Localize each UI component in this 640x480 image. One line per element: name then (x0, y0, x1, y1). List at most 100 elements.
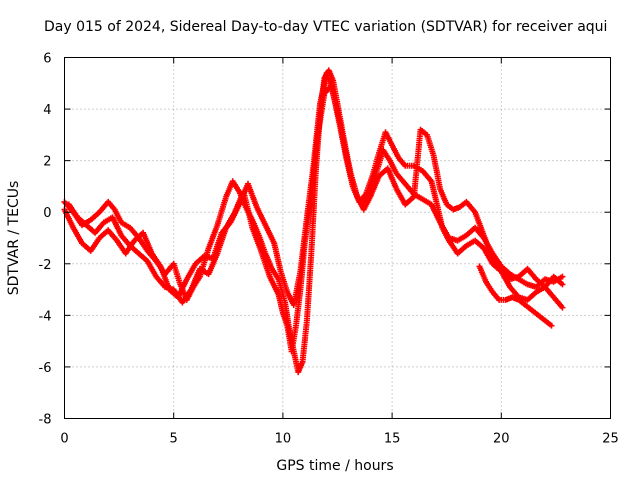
data-point-cluster (87, 210, 101, 223)
y-tick-label: -4 (39, 309, 52, 324)
data-point-cluster (489, 289, 501, 302)
data-point-cluster (295, 360, 305, 376)
y-tick-label: 4 (43, 103, 51, 118)
y-tick-label: -8 (39, 413, 52, 428)
data-point-cluster (297, 242, 308, 293)
data-point-cluster (498, 265, 512, 281)
data-point-cluster (253, 204, 268, 227)
data-point-cluster (341, 142, 354, 175)
data-point-cluster (327, 82, 340, 113)
data-point-cluster (249, 224, 264, 252)
data-point (559, 304, 566, 311)
series-sat-c (65, 82, 566, 355)
data-point-cluster (303, 252, 315, 324)
data-point-cluster (369, 152, 382, 180)
data-point-cluster (111, 206, 124, 224)
data-point-cluster (205, 252, 220, 278)
data-series (61, 67, 566, 376)
data-point (548, 322, 555, 329)
data-point-cluster (367, 175, 382, 200)
data-point-cluster (140, 229, 155, 255)
data-point-cluster (535, 312, 547, 323)
data-point-cluster (214, 226, 229, 257)
data-point-cluster (472, 237, 486, 250)
data-point-cluster (542, 317, 553, 328)
data-point-cluster (205, 224, 220, 252)
data-point-cluster (92, 221, 106, 236)
data-point-cluster (105, 198, 117, 212)
x-tick-label: 15 (384, 432, 401, 447)
data-point-cluster (528, 307, 540, 318)
data-point-cluster (127, 242, 141, 256)
data-point-cluster (196, 265, 210, 277)
data-point-cluster (480, 232, 495, 260)
data-point-cluster (463, 238, 477, 249)
data-point-cluster (419, 196, 433, 207)
data-point-cluster (522, 302, 534, 312)
data-point-cluster (430, 152, 443, 190)
y-tick-label: 2 (43, 155, 51, 170)
data-point-cluster (70, 224, 84, 245)
data-point-cluster (118, 232, 132, 248)
series-sat-d (476, 263, 555, 329)
data-point-cluster (135, 250, 149, 263)
data-point-cluster (386, 157, 399, 175)
data-point-cluster (402, 195, 416, 208)
data-point-cluster (105, 227, 119, 243)
x-axis-title: GPS time / hours (276, 458, 393, 474)
data-point-cluster (170, 260, 183, 286)
plot-frame (64, 57, 611, 419)
data-point-cluster (524, 265, 538, 281)
data-point-cluster (507, 284, 521, 299)
data-point-cluster (382, 129, 395, 147)
y-tick-label: -6 (39, 361, 52, 376)
data-point-cluster (376, 131, 388, 156)
data-point-cluster (384, 165, 399, 191)
axis-ticks: 0 5 10 15 20 25 -8 -6 -4 -2 0 2 4 6 (39, 52, 619, 447)
data-point-cluster (269, 265, 281, 281)
data-point-cluster (271, 240, 284, 273)
y-tick-label: 6 (43, 52, 51, 67)
data-point-cluster (454, 233, 468, 244)
x-tick-label: 20 (493, 432, 510, 447)
y-tick-label: -2 (39, 258, 52, 273)
data-point-cluster (524, 290, 538, 303)
data-point-cluster (290, 270, 303, 308)
data-point-cluster (550, 273, 564, 287)
data-point-cluster (65, 201, 80, 219)
data-point-cluster (188, 267, 203, 293)
data-point-cluster (443, 201, 455, 212)
data-point-cluster (301, 195, 314, 247)
data-point-cluster (258, 247, 273, 278)
data-point-cluster (148, 250, 163, 268)
data-point-cluster (417, 126, 429, 137)
data-point-cluster (550, 294, 565, 310)
x-tick-label: 10 (275, 432, 292, 447)
data-point-cluster (74, 214, 88, 227)
x-tick-label: 25 (602, 432, 619, 447)
data-point-cluster (393, 170, 407, 186)
x-tick-label: 0 (60, 432, 68, 447)
data-point-cluster (179, 288, 194, 306)
data-point-cluster (240, 188, 255, 229)
data-point-cluster (334, 108, 347, 147)
data-point-cluster (439, 224, 451, 242)
data-point (559, 281, 566, 288)
data-point-cluster (347, 170, 360, 198)
data-point-cluster (308, 134, 321, 200)
data-point-cluster (472, 209, 487, 237)
data-point-cluster (293, 288, 304, 329)
data-point-cluster (229, 178, 242, 193)
data-point-cluster (410, 128, 424, 200)
series-sat-a (61, 67, 566, 376)
data-point-cluster (214, 195, 229, 229)
data-point-cluster (87, 236, 102, 254)
data-point-cluster (245, 180, 259, 209)
y-axis-title: SDTVAR / TECUs (6, 181, 22, 296)
data-point-cluster (299, 319, 310, 365)
data-point-cluster (262, 222, 277, 245)
data-point-cluster (437, 186, 449, 206)
data-point-cluster (380, 147, 392, 162)
data-point-cluster (428, 178, 439, 201)
